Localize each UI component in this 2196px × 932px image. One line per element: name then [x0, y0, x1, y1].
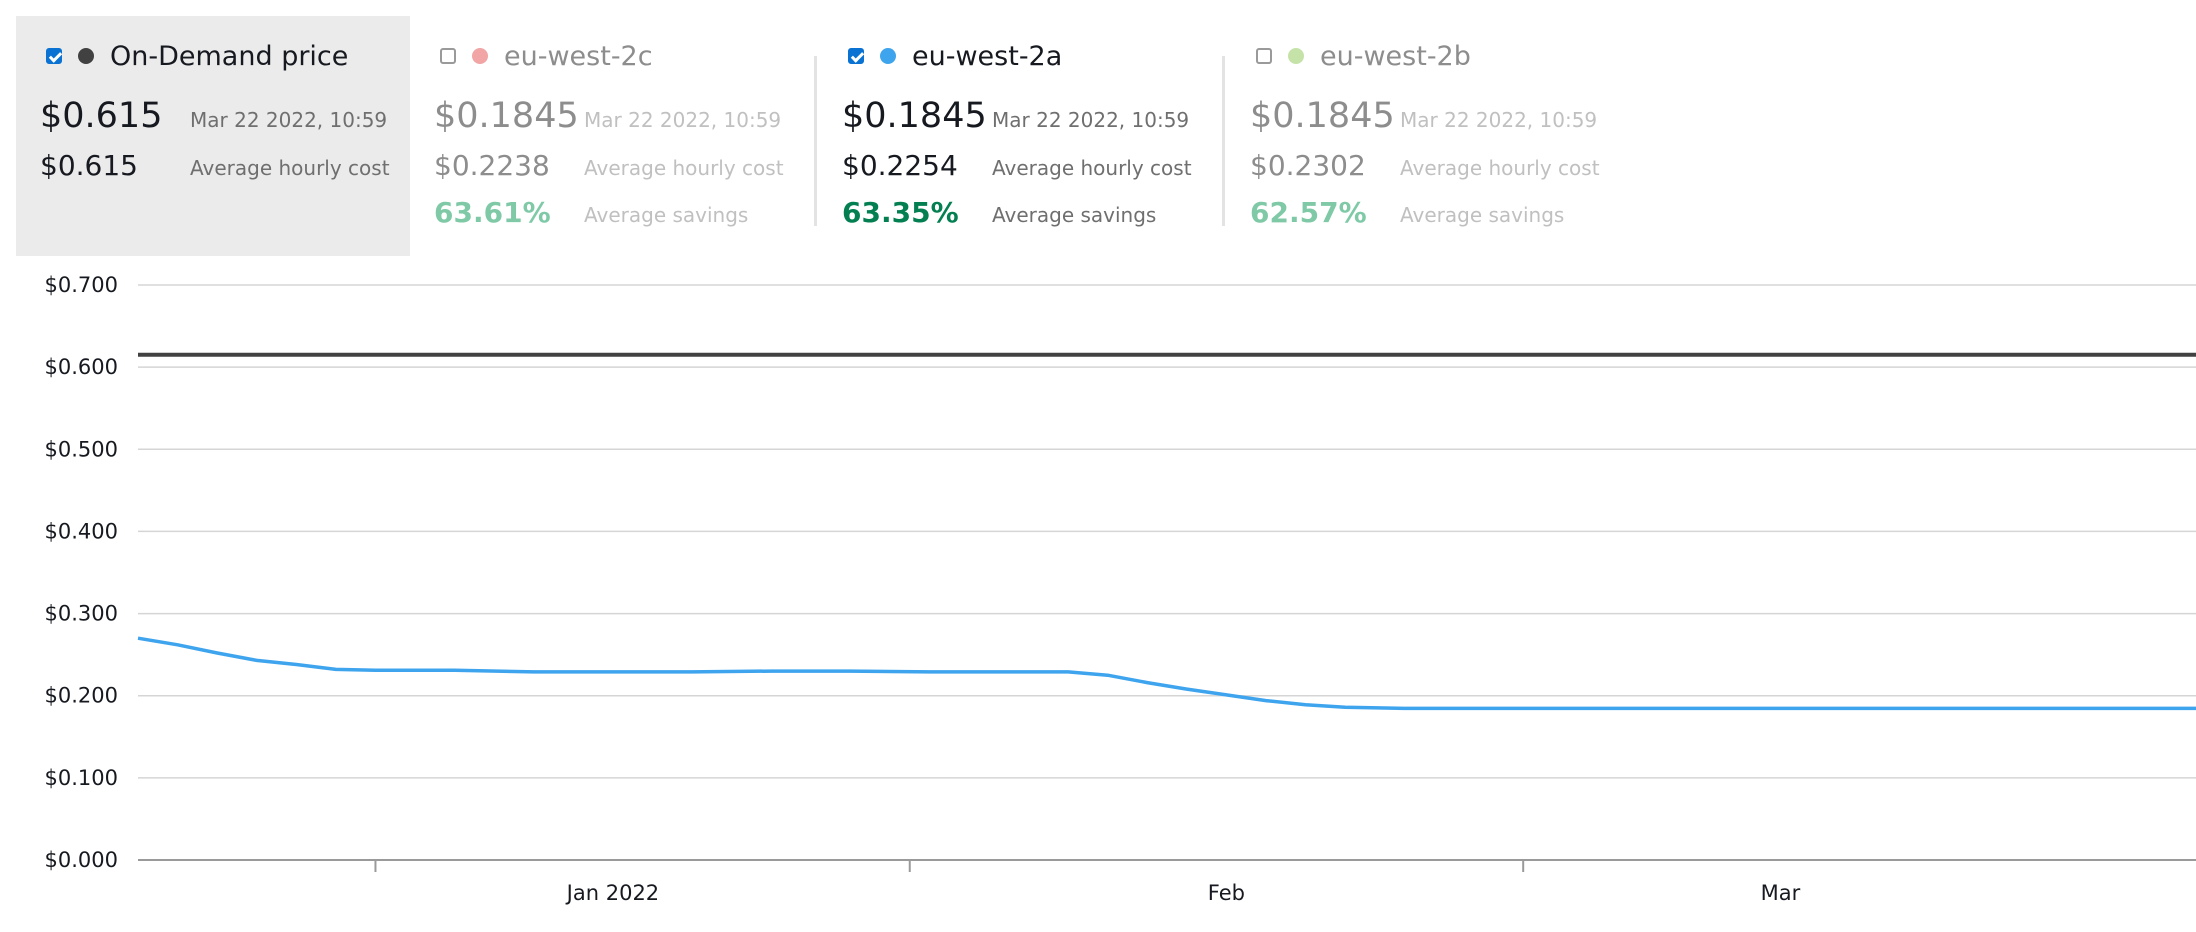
eu-west-2a-savings: 63.35% [842, 196, 959, 229]
x-tick-label: Mar [1761, 881, 1801, 905]
on-demand-dot-icon [78, 48, 94, 64]
eu-west-2b-price: $0.1845 [1250, 96, 1395, 136]
on-demand-timestamp: Mar 22 2022, 10:59 [190, 108, 388, 132]
eu-west-2b-dot-icon [1288, 48, 1304, 64]
eu-west-2b-checkbox[interactable] [1256, 48, 1272, 64]
eu-west-2b-savings-label: Average savings [1400, 203, 1565, 227]
y-tick-label: $0.100 [45, 766, 118, 790]
x-tick-label: Jan 2022 [565, 881, 660, 905]
eu-west-2c-checkbox[interactable] [440, 48, 456, 64]
on-demand-avg-cost: $0.615 [40, 149, 138, 182]
eu-west-2c-timestamp: Mar 22 2022, 10:59 [584, 108, 782, 132]
eu-west-2a-timestamp: Mar 22 2022, 10:59 [992, 108, 1190, 132]
eu-west-2a-dot-icon [880, 48, 896, 64]
y-tick-label: $0.600 [45, 355, 118, 379]
y-tick-label: $0.200 [45, 684, 118, 708]
eu-west-2a-avg-cost: $0.2254 [842, 149, 958, 182]
y-tick-label: $0.000 [45, 848, 118, 872]
on-demand-avg-cost-label: Average hourly cost [190, 156, 390, 180]
eu-west-2c-name: eu-west-2c [504, 40, 653, 72]
y-tick-label: $0.300 [45, 602, 118, 626]
on-demand-checkbox[interactable] [46, 48, 62, 64]
on-demand-name: On-Demand price [110, 40, 349, 72]
eu-west-2c-avg-cost-label: Average hourly cost [584, 156, 784, 180]
y-tick-label: $0.400 [45, 519, 118, 543]
eu-west-2b-name: eu-west-2b [1320, 40, 1471, 72]
price-history-chart[interactable]: $0.000 $0.100 $0.200 $0.300 $0.400 $0.500 $0.6… [0, 260, 2196, 932]
eu-west-2c-savings: 63.61% [434, 196, 551, 229]
y-tick-label: $0.700 [45, 273, 118, 297]
eu-west-2b-savings: 62.57% [1250, 196, 1367, 229]
eu-west-2a-price: $0.1845 [842, 96, 987, 136]
legend-card-on-demand[interactable]: On-Demand price $0.615 Mar 22 2022, 10:5… [16, 16, 410, 256]
chart-legend: On-Demand price $0.615 Mar 22 2022, 10:5… [0, 0, 2196, 260]
legend-divider [814, 56, 817, 226]
eu-west-2c-avg-cost: $0.2238 [434, 149, 550, 182]
eu-west-2a-name: eu-west-2a [912, 40, 1063, 72]
eu-west-2b-timestamp: Mar 22 2022, 10:59 [1400, 108, 1598, 132]
legend-divider [1222, 56, 1225, 226]
eu-west-2c-dot-icon [472, 48, 488, 64]
eu-west-2b-avg-cost: $0.2302 [1250, 149, 1366, 182]
eu-west-2c-price: $0.1845 [434, 96, 579, 136]
eu-west-2b-avg-cost-label: Average hourly cost [1400, 156, 1600, 180]
eu-west-2c-savings-label: Average savings [584, 203, 749, 227]
eu-west-2a-checkbox[interactable] [848, 48, 864, 64]
x-tick-label: Feb [1208, 881, 1245, 905]
eu-west-2a-price-line [137, 636, 2196, 711]
on-demand-price: $0.615 [40, 96, 163, 136]
eu-west-2a-avg-cost-label: Average hourly cost [992, 156, 1192, 180]
y-tick-label: $0.500 [45, 437, 118, 461]
legend-card-eu-west-2c[interactable]: eu-west-2c $0.1845 Mar 22 2022, 10:59 $0… [410, 16, 815, 256]
eu-west-2a-savings-label: Average savings [992, 203, 1157, 227]
legend-card-eu-west-2b[interactable]: eu-west-2b $0.1845 Mar 22 2022, 10:59 $0… [1226, 16, 1631, 256]
legend-card-eu-west-2a[interactable]: eu-west-2a $0.1845 Mar 22 2022, 10:59 $0… [818, 16, 1223, 256]
